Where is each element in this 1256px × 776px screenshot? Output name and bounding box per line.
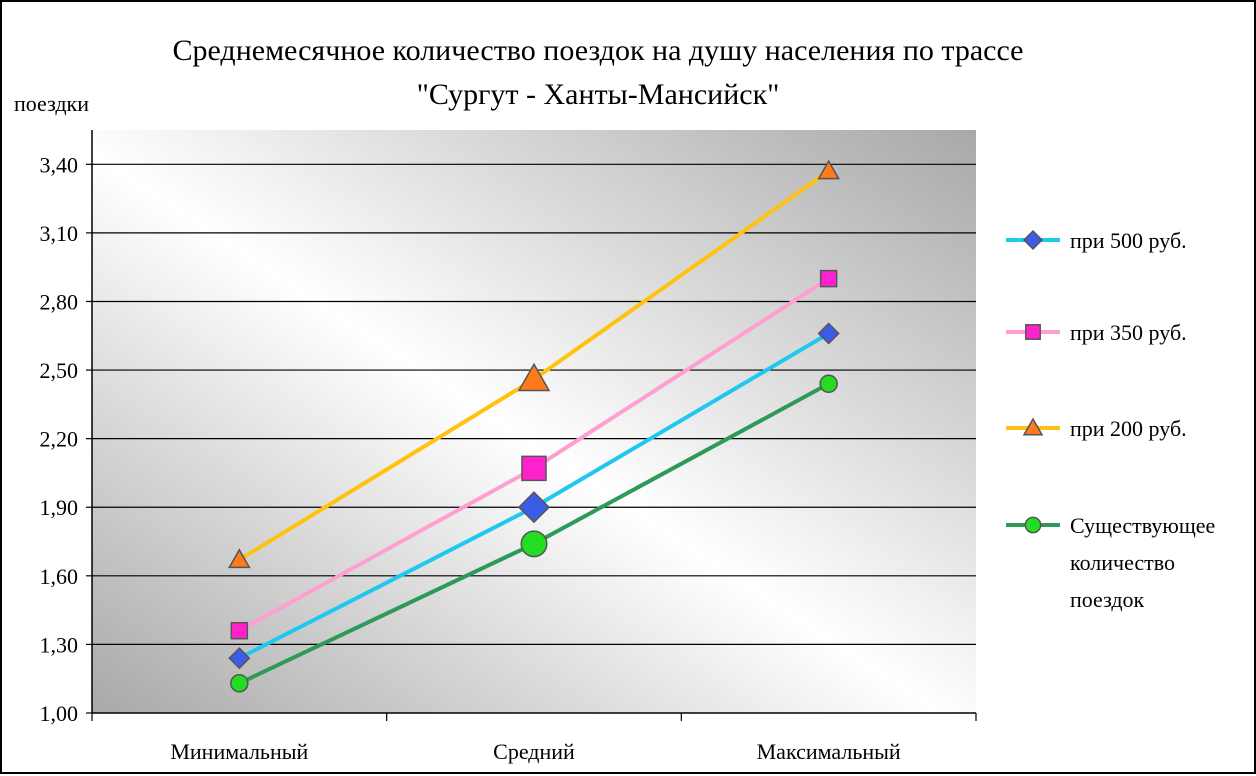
x-tick-label: Минимальный: [170, 739, 308, 764]
y-tick-label: 2,20: [40, 427, 79, 452]
y-tick-label: 1,30: [40, 632, 79, 657]
legend-label: при 200 руб.: [1070, 416, 1187, 441]
y-tick-label: 2,80: [40, 289, 79, 314]
legend-label: поездок: [1070, 587, 1145, 612]
legend-marker-circle: [1024, 516, 1042, 534]
data-point-circle: [819, 374, 838, 394]
y-tick-label: 3,40: [40, 152, 79, 177]
y-tick-label: 3,10: [40, 221, 79, 246]
legend-label: при 350 руб.: [1070, 320, 1187, 345]
plot-area: [92, 130, 976, 713]
data-point-square: [819, 269, 838, 288]
data-point-triangle: [817, 159, 840, 180]
data-point-diamond: [817, 322, 840, 345]
legend-marker-diamond: [1022, 229, 1044, 251]
legend-label: количество: [1070, 550, 1175, 575]
legend-label: Существующее: [1070, 513, 1215, 538]
legend-marker-triangle: [1022, 417, 1044, 436]
data-point-diamond: [517, 491, 551, 524]
legend-marker-square: [1025, 324, 1041, 340]
y-tick-label: 2,50: [40, 358, 79, 383]
x-tick-label: Средний: [493, 739, 575, 764]
legend-label: при 500 руб.: [1070, 228, 1187, 253]
chart-title: Среднемесячное количество поездок на душ…: [173, 34, 1024, 67]
data-point-triangle: [517, 362, 551, 392]
data-point-triangle: [228, 548, 251, 569]
y-tick-label: 1,90: [40, 495, 79, 520]
data-point-circle: [520, 530, 548, 558]
data-point-diamond: [228, 647, 251, 670]
data-point-square: [230, 621, 249, 640]
chart-subtitle: "Сургут - Ханты-Мансийск": [417, 78, 780, 111]
y-tick-label: 1,00: [40, 701, 79, 726]
data-point-square: [521, 455, 547, 482]
data-point-circle: [230, 674, 249, 693]
x-tick-label: Максимальный: [757, 739, 901, 764]
y-tick-label: 1,60: [40, 564, 79, 589]
y-axis-label: поездки: [14, 91, 89, 116]
